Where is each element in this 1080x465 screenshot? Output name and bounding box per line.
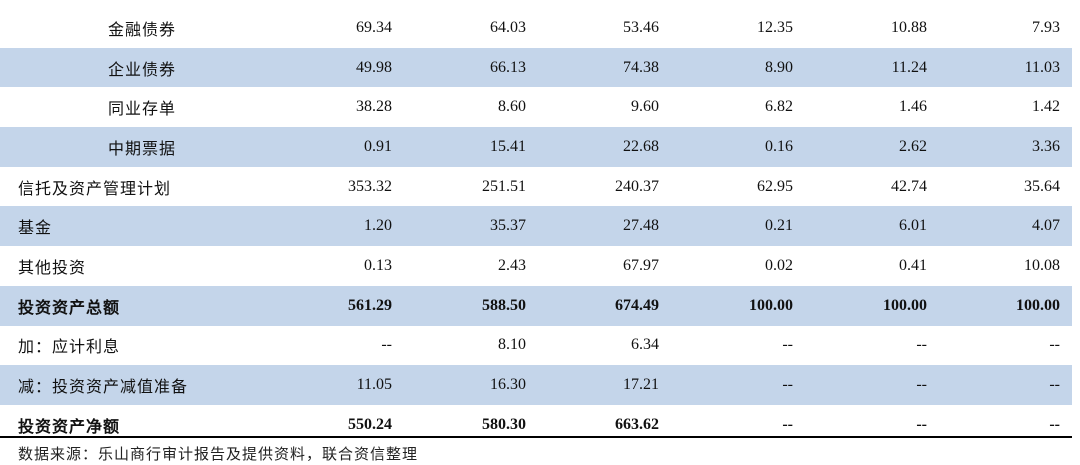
table-cell: --: [1049, 336, 1060, 354]
table-cell: 663.62: [615, 415, 659, 433]
table-cell: 64.03: [490, 18, 526, 36]
table-cell: 27.48: [623, 217, 659, 235]
table-row: 投资资产净额 550.24 580.30 663.62 -- -- --: [0, 405, 1072, 445]
table-cell: 6.34: [631, 336, 659, 354]
source-note: 数据来源：乐山商行审计报告及提供资料，联合资信整理: [18, 445, 419, 463]
table-bottom-rule: [0, 436, 1072, 438]
table-cell: 67.97: [623, 256, 659, 274]
table-cell: 49.98: [356, 58, 392, 76]
table-cell: 22.68: [623, 137, 659, 155]
table-row: 同业存单 38.28 8.60 9.60 6.82 1.46 1.42: [0, 87, 1072, 127]
table-cell: 6.01: [899, 217, 927, 235]
row-label: 其他投资: [18, 257, 87, 277]
table-cell: --: [916, 415, 927, 433]
table-row: 加：应计利息 -- 8.10 6.34 -- -- --: [0, 326, 1072, 366]
row-label: 投资资产总额: [18, 297, 121, 317]
investment-assets-table: 金融债券 69.34 64.03 53.46 12.35 10.88 7.93 企业债券 49.…: [0, 8, 1072, 445]
row-label: 加：应计利息: [18, 337, 121, 357]
table-cell: 580.30: [482, 415, 526, 433]
table-cell: 9.60: [631, 98, 659, 116]
row-label: 减：投资资产减值准备: [18, 377, 189, 397]
table-cell: 0.13: [364, 256, 392, 274]
row-label: 投资资产净额: [18, 416, 121, 436]
table-cell: --: [782, 415, 793, 433]
table-row: 其他投资 0.13 2.43 67.97 0.02 0.41 10.08: [0, 246, 1072, 286]
table-row: 企业债券 49.98 66.13 74.38 8.90 11.24 11.03: [0, 47, 1072, 88]
table-cell: 0.41: [899, 256, 927, 274]
table-cell: 7.93: [1032, 18, 1060, 36]
table-row: 中期票据 0.91 15.41 22.68 0.16 2.62 3.36: [0, 127, 1072, 167]
row-label: 金融债券: [108, 19, 177, 39]
table-cell: 8.10: [498, 336, 526, 354]
table-cell: 2.62: [899, 137, 927, 155]
table-cell: 588.50: [482, 296, 526, 314]
table-cell: 6.82: [765, 98, 793, 116]
row-label: 信托及资产管理计划: [18, 178, 172, 198]
table-cell: 11.24: [891, 58, 927, 76]
row-label: 企业债券: [108, 59, 177, 79]
table-cell: 1.42: [1032, 98, 1060, 116]
table-row: 信托及资产管理计划 353.32 251.51 240.37 62.95 42.74 35.…: [0, 167, 1072, 207]
table-cell: 11.03: [1024, 58, 1060, 76]
table-row: 减：投资资产减值准备 11.05 16.30 17.21 -- -- --: [0, 365, 1072, 405]
table-cell: 15.41: [490, 137, 526, 155]
table-cell: 4.07: [1032, 217, 1060, 235]
table-cell: --: [381, 336, 392, 354]
table-cell: 10.08: [1024, 256, 1060, 274]
table-cell: 240.37: [615, 177, 659, 195]
table-cell: 16.30: [490, 376, 526, 394]
table-row: 投资资产总额 561.29 588.50 674.49 100.00 100.00 100.…: [0, 285, 1072, 326]
table-row: 金融债券 69.34 64.03 53.46 12.35 10.88 7.93: [0, 8, 1072, 48]
table-cell: 2.43: [498, 256, 526, 274]
table-cell: 17.21: [623, 376, 659, 394]
table-cell: 251.51: [482, 177, 526, 195]
table-cell: 66.13: [490, 58, 526, 76]
table-cell: 0.91: [364, 137, 392, 155]
table-cell: 38.28: [356, 98, 392, 116]
table-cell: 8.90: [765, 58, 793, 76]
table-cell: 35.64: [1024, 177, 1060, 195]
table-row: 基金 1.20 35.37 27.48 0.21 6.01 4.07: [0, 206, 1072, 247]
table-cell: 550.24: [348, 415, 392, 433]
table-cell: 11.05: [356, 376, 392, 394]
table-cell: 53.46: [623, 18, 659, 36]
table-cell: 0.02: [765, 256, 793, 274]
table-cell: 674.49: [615, 296, 659, 314]
table-cell: 1.20: [364, 217, 392, 235]
table-cell: 10.88: [891, 18, 927, 36]
row-label: 基金: [18, 218, 53, 238]
table-cell: 69.34: [356, 18, 392, 36]
table-cell: 1.46: [899, 98, 927, 116]
table-cell: 353.32: [348, 177, 392, 195]
table-cell: 3.36: [1032, 137, 1060, 155]
table-cell: 8.60: [498, 98, 526, 116]
table-cell: 0.16: [765, 137, 793, 155]
table-cell: --: [1049, 415, 1060, 433]
table-cell: 100.00: [1016, 296, 1060, 314]
row-label: 中期票据: [108, 138, 177, 158]
table-cell: --: [782, 376, 793, 394]
table-cell: 62.95: [757, 177, 793, 195]
table-cell: 0.21: [765, 217, 793, 235]
table-cell: 100.00: [749, 296, 793, 314]
row-label: 同业存单: [108, 99, 177, 119]
table-cell: --: [1049, 376, 1060, 394]
table-cell: 561.29: [348, 296, 392, 314]
table-cell: 42.74: [891, 177, 927, 195]
table-cell: 74.38: [623, 58, 659, 76]
table-cell: --: [916, 376, 927, 394]
table-cell: 100.00: [883, 296, 927, 314]
table-cell: 12.35: [757, 18, 793, 36]
table-cell: --: [916, 336, 927, 354]
table-cell: 35.37: [490, 217, 526, 235]
table-cell: --: [782, 336, 793, 354]
